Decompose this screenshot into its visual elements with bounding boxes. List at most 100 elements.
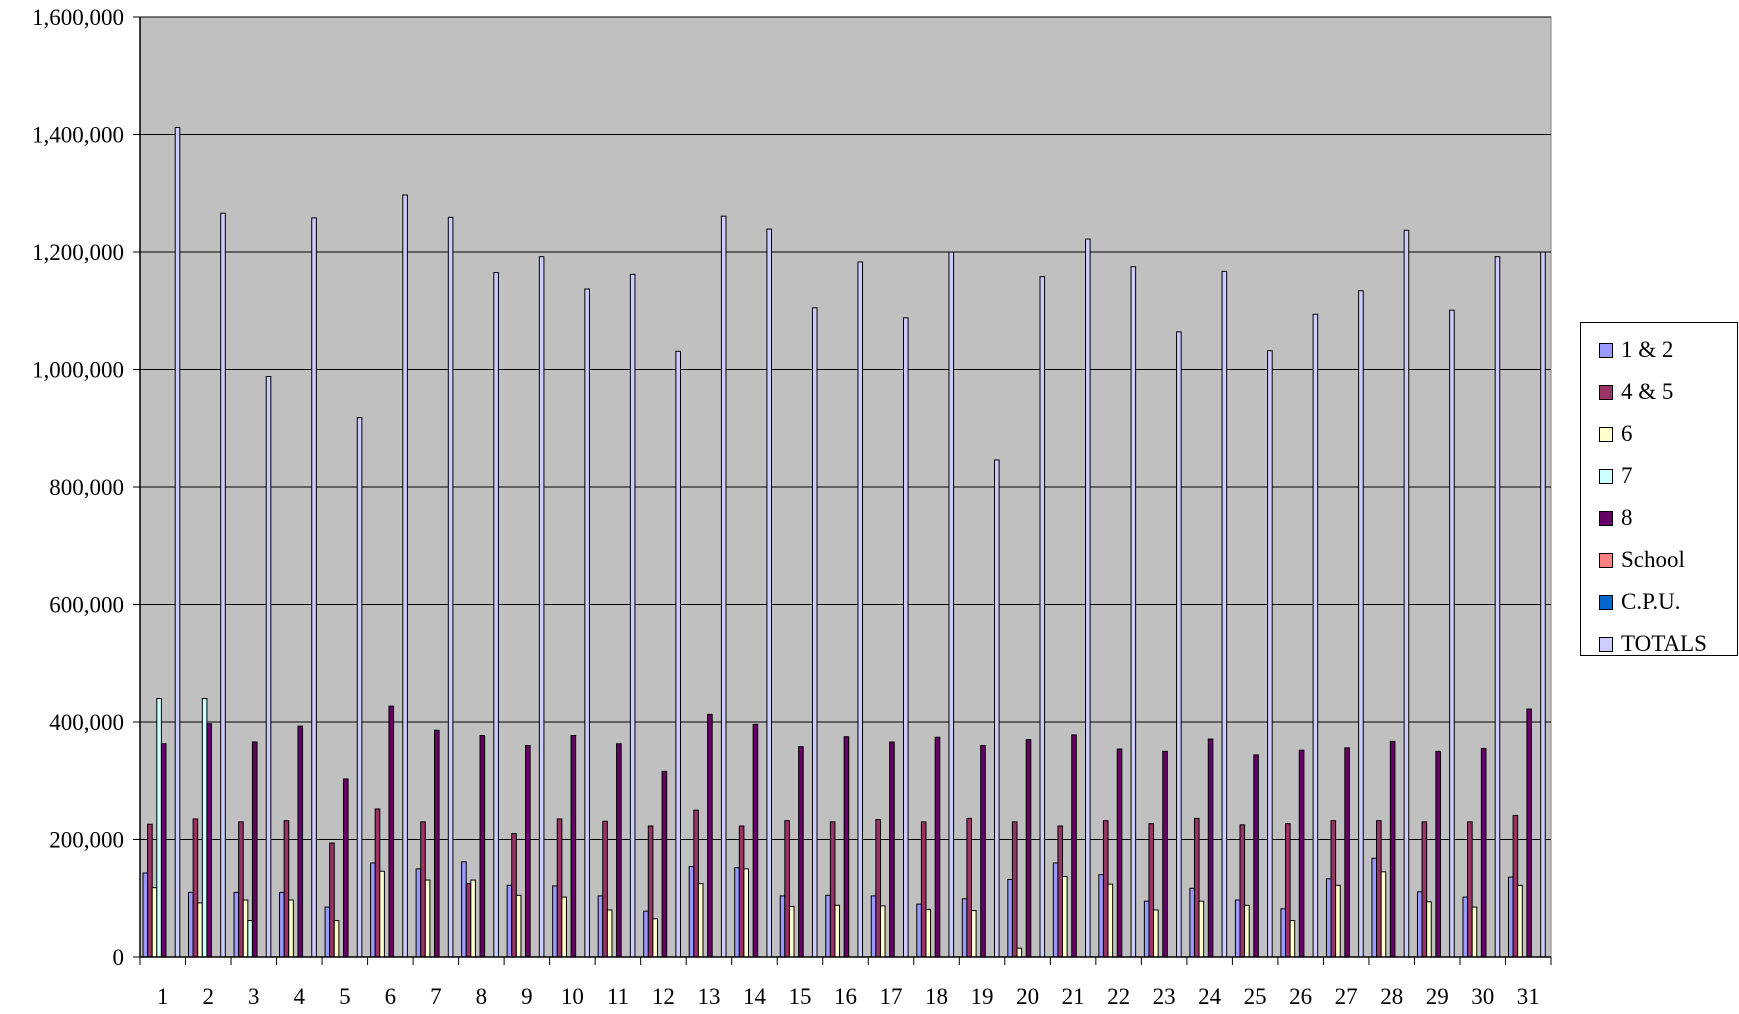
y-tick-label: 1,200,000 <box>32 240 124 265</box>
bar-8 <box>342 778 349 958</box>
bar-4-5 <box>238 821 244 958</box>
bar-8 <box>206 723 213 958</box>
bar-8 <box>1071 734 1077 958</box>
bar-1-2 <box>1052 862 1059 958</box>
bar-6 <box>1198 900 1205 958</box>
bar-totals <box>447 216 454 958</box>
bar-totals <box>1358 290 1364 958</box>
bars <box>142 126 1546 958</box>
bar-8 <box>1116 748 1123 958</box>
bar-4-5 <box>329 842 335 958</box>
bar-4-5 <box>147 823 153 958</box>
bar-totals <box>1176 331 1182 958</box>
bar-4-5 <box>511 833 517 958</box>
bar-6 <box>925 908 932 958</box>
x-tick-label: 1 <box>157 984 169 1009</box>
x-tick-label: 4 <box>294 984 306 1009</box>
bar-8 <box>1389 740 1396 958</box>
legend-item: School <box>1581 539 1737 581</box>
legend-label: 4 & 5 <box>1621 379 1674 404</box>
bar-totals <box>1494 256 1501 958</box>
bar-totals <box>993 459 1000 958</box>
bar-8 <box>1480 747 1487 958</box>
bar-4-5 <box>1421 821 1428 958</box>
bar-4-5 <box>1376 820 1382 958</box>
bar-totals <box>1312 313 1319 958</box>
bar-6 <box>197 902 203 958</box>
bar-6 <box>1107 883 1114 958</box>
bar-6 <box>788 905 795 958</box>
legend-item: 7 <box>1581 455 1737 497</box>
legend-label: School <box>1621 547 1685 572</box>
bar-8 <box>251 741 258 958</box>
bar-6 <box>1426 901 1432 958</box>
y-tick-label: 800,000 <box>49 475 124 500</box>
y-tick-label: 1,600,000 <box>32 5 124 30</box>
legend-label: 8 <box>1621 505 1633 530</box>
bar-8 <box>616 743 622 958</box>
x-tick-label: 12 <box>652 984 675 1009</box>
legend-swatch <box>1599 636 1613 652</box>
bar-6 <box>424 879 431 958</box>
bar-8 <box>798 746 804 958</box>
legend-item: 6 <box>1581 413 1737 455</box>
bar-1-2 <box>1098 874 1104 958</box>
legend-swatch <box>1599 426 1613 442</box>
bar-1-2 <box>461 861 467 958</box>
bar-4-5 <box>1239 824 1246 958</box>
x-tick-label: 16 <box>834 984 857 1009</box>
bar-4-5 <box>1057 825 1064 958</box>
bar-1-2 <box>688 866 695 958</box>
bar-1-2 <box>1462 896 1469 958</box>
bar-1-2 <box>1325 878 1332 958</box>
bar-6 <box>879 905 886 958</box>
bar-totals <box>402 194 408 958</box>
bar-6 <box>1153 909 1159 958</box>
x-tick-label: 14 <box>743 984 767 1009</box>
bar-4-5 <box>647 825 654 958</box>
legend-label: 1 & 2 <box>1621 337 1674 362</box>
bar-6 <box>1517 884 1523 958</box>
bar-8 <box>889 741 895 958</box>
bar-4-5 <box>693 809 699 958</box>
bar-1-2 <box>1143 900 1150 958</box>
bar-4-5 <box>966 817 972 958</box>
bar-6 <box>1062 876 1068 958</box>
legend-swatch <box>1599 342 1613 358</box>
bar-totals <box>1221 270 1228 958</box>
bar-1-2 <box>1007 878 1013 958</box>
bar-1-2 <box>1371 857 1378 958</box>
legend-label: 7 <box>1621 463 1633 488</box>
x-tick-label: 3 <box>248 984 260 1009</box>
bar-4-5 <box>420 821 426 958</box>
bar-4-5 <box>920 821 927 958</box>
bar-8 <box>1526 708 1532 958</box>
x-tick-label: 30 <box>1471 984 1494 1009</box>
bar-8 <box>160 743 167 958</box>
bar-totals <box>174 126 181 958</box>
x-tick-label: 13 <box>697 984 720 1009</box>
bar-totals <box>1449 309 1455 958</box>
bar-totals <box>1403 229 1410 958</box>
bar-1-2 <box>552 885 558 958</box>
x-tick-label: 24 <box>1198 984 1222 1009</box>
bar-6 <box>834 904 841 958</box>
bar-6 <box>652 918 658 958</box>
x-tick-label: 31 <box>1517 984 1540 1009</box>
legend-label: 6 <box>1621 421 1633 446</box>
bar-1-2 <box>1416 891 1423 958</box>
x-tick-label: 20 <box>1016 984 1039 1009</box>
bar-4-5 <box>784 820 790 958</box>
bar-8 <box>1344 747 1350 958</box>
x-tick-label: 7 <box>430 984 442 1009</box>
bar-4-5 <box>829 821 836 958</box>
bar-1-2 <box>1189 887 1195 958</box>
x-tick-label: 25 <box>1244 984 1267 1009</box>
x-tick-label: 2 <box>203 984 215 1009</box>
x-tick-label: 17 <box>880 984 903 1009</box>
bar-totals <box>1130 266 1137 958</box>
bar-6 <box>743 868 750 958</box>
legend-item: 1 & 2 <box>1581 329 1737 371</box>
legend-swatch <box>1599 594 1613 610</box>
bar-4-5 <box>283 820 290 958</box>
